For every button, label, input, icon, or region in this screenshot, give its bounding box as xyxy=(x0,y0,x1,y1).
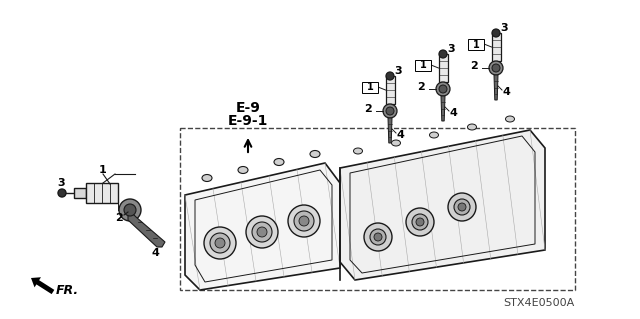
Bar xyxy=(468,39,484,50)
Circle shape xyxy=(119,199,141,221)
Circle shape xyxy=(124,204,136,216)
Bar xyxy=(180,128,575,290)
Bar xyxy=(385,76,394,104)
Circle shape xyxy=(364,223,392,251)
Text: 2: 2 xyxy=(417,82,425,92)
Text: 3: 3 xyxy=(500,23,508,33)
Circle shape xyxy=(454,199,470,215)
Circle shape xyxy=(374,233,382,241)
Polygon shape xyxy=(128,214,165,247)
Circle shape xyxy=(383,104,397,118)
Ellipse shape xyxy=(238,167,248,174)
Circle shape xyxy=(257,227,267,237)
Bar xyxy=(415,60,431,71)
Circle shape xyxy=(439,50,447,58)
Text: FR.: FR. xyxy=(56,284,79,296)
Text: 1: 1 xyxy=(472,40,479,49)
Circle shape xyxy=(492,29,500,37)
Bar xyxy=(438,54,447,82)
Polygon shape xyxy=(441,96,445,121)
Circle shape xyxy=(448,193,476,221)
Text: 1: 1 xyxy=(99,165,107,175)
Circle shape xyxy=(416,218,424,226)
Ellipse shape xyxy=(429,132,438,138)
Text: 1: 1 xyxy=(420,61,426,70)
Circle shape xyxy=(58,189,66,197)
Text: 3: 3 xyxy=(447,44,455,54)
Circle shape xyxy=(246,216,278,248)
Circle shape xyxy=(252,222,272,242)
Circle shape xyxy=(492,64,500,72)
Circle shape xyxy=(489,61,503,75)
Bar xyxy=(492,33,500,61)
Ellipse shape xyxy=(274,159,284,166)
Circle shape xyxy=(458,203,466,211)
Circle shape xyxy=(288,205,320,237)
Polygon shape xyxy=(494,75,498,100)
Circle shape xyxy=(204,227,236,259)
Text: 2: 2 xyxy=(470,61,478,71)
Text: 3: 3 xyxy=(394,66,402,76)
Circle shape xyxy=(210,233,230,253)
Text: E-9-1: E-9-1 xyxy=(228,114,268,128)
Text: 4: 4 xyxy=(151,248,159,258)
Circle shape xyxy=(406,208,434,236)
Circle shape xyxy=(370,229,386,245)
Circle shape xyxy=(412,214,428,230)
Circle shape xyxy=(294,211,314,231)
Ellipse shape xyxy=(310,151,320,158)
Bar xyxy=(86,183,118,203)
Ellipse shape xyxy=(506,116,515,122)
Ellipse shape xyxy=(392,140,401,146)
Ellipse shape xyxy=(467,124,477,130)
Polygon shape xyxy=(185,163,340,290)
Text: STX4E0500A: STX4E0500A xyxy=(504,298,575,308)
Circle shape xyxy=(386,72,394,80)
Circle shape xyxy=(436,82,450,96)
Ellipse shape xyxy=(353,148,362,154)
Polygon shape xyxy=(388,118,392,143)
Circle shape xyxy=(439,85,447,93)
Ellipse shape xyxy=(202,174,212,182)
FancyArrow shape xyxy=(31,277,54,294)
Text: 3: 3 xyxy=(57,178,65,188)
Circle shape xyxy=(215,238,225,248)
Text: 4: 4 xyxy=(396,130,404,140)
Bar xyxy=(74,188,86,198)
Text: E-9: E-9 xyxy=(236,101,260,115)
Polygon shape xyxy=(340,130,545,280)
Text: 2: 2 xyxy=(364,104,372,114)
Circle shape xyxy=(386,107,394,115)
Bar xyxy=(362,82,378,93)
Text: 4: 4 xyxy=(449,108,457,118)
Text: 4: 4 xyxy=(502,87,510,97)
Circle shape xyxy=(299,216,309,226)
Text: 1: 1 xyxy=(367,83,373,93)
Text: 2: 2 xyxy=(115,213,123,223)
